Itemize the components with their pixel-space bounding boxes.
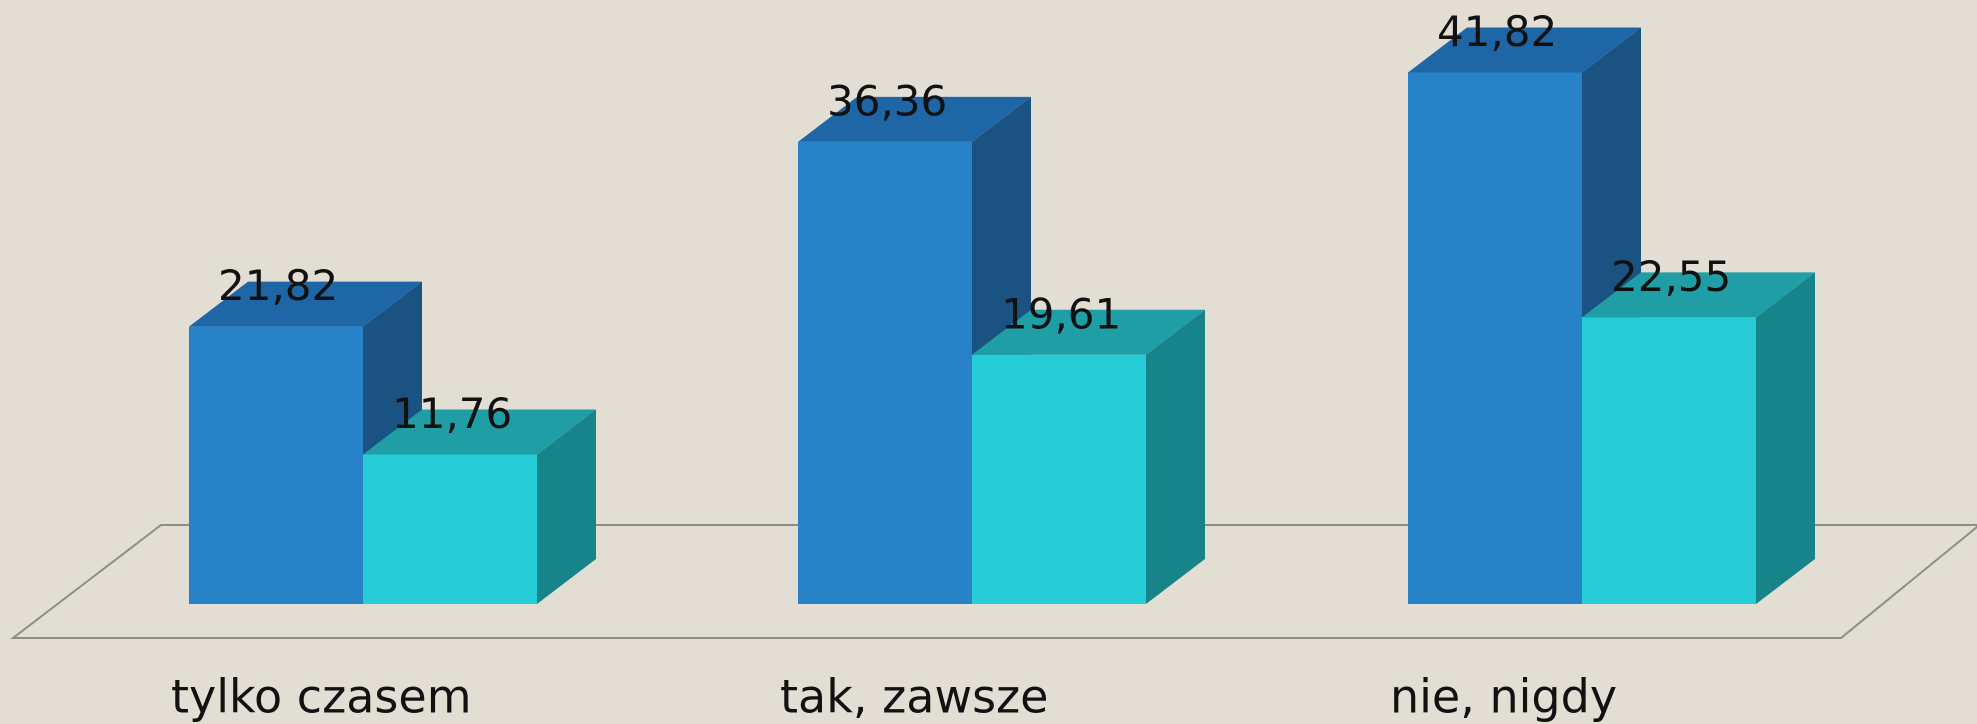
bar-front xyxy=(1582,317,1756,604)
bar xyxy=(363,409,596,604)
bar-top xyxy=(1408,27,1641,73)
x-tick-label: nie, nigdy xyxy=(1390,670,1617,724)
bar-top xyxy=(972,309,1205,355)
x-tick-label: tak, zawsze xyxy=(780,670,1048,724)
bar xyxy=(1582,272,1815,604)
x-tick-label: tylko czasem xyxy=(171,670,472,724)
bar-front xyxy=(972,354,1146,604)
value-label: 41,82 xyxy=(1437,7,1557,56)
bar-top xyxy=(798,96,1031,142)
bar-front xyxy=(1408,72,1582,605)
value-label: 36,36 xyxy=(827,76,947,125)
bar-front xyxy=(363,454,537,604)
bar-top xyxy=(1582,272,1815,318)
value-label: 21,82 xyxy=(218,261,338,310)
bar-front xyxy=(189,326,363,604)
bar-top xyxy=(189,281,422,327)
value-label: 11,76 xyxy=(392,389,512,438)
bar-side xyxy=(1146,309,1205,604)
floor xyxy=(10,524,1977,639)
bar xyxy=(972,309,1205,604)
bar-front xyxy=(798,141,972,605)
value-label: 19,61 xyxy=(1001,289,1121,338)
bar-side xyxy=(1756,272,1815,604)
bar-side xyxy=(537,409,596,604)
value-label: 22,55 xyxy=(1611,252,1731,301)
bar-top xyxy=(363,409,596,455)
